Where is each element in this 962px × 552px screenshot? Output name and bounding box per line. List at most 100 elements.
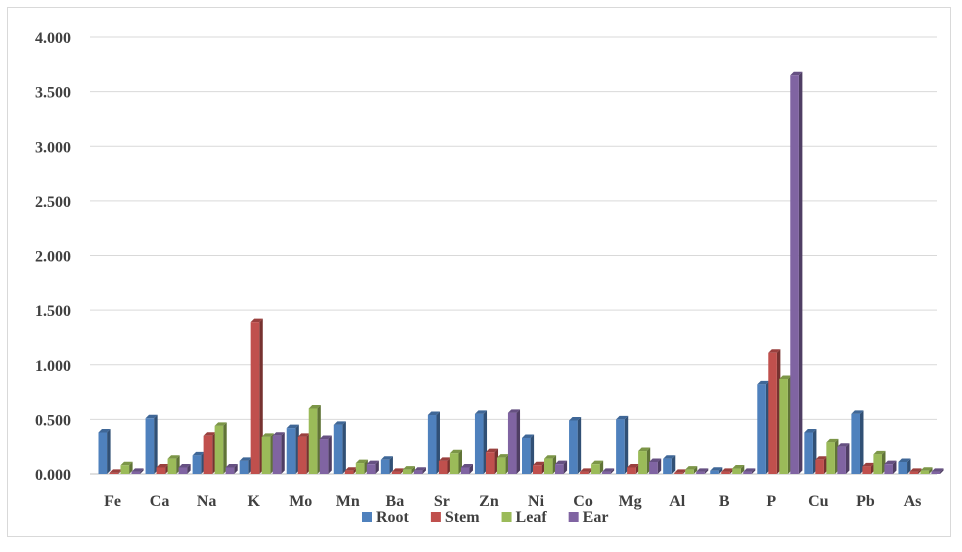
bar-front (732, 468, 741, 474)
bar-ear-sr (460, 463, 473, 474)
x-tick-label: Sr (434, 493, 450, 510)
bar-top (507, 409, 521, 413)
x-tick-label: Mn (336, 493, 360, 510)
bar-front (131, 471, 141, 474)
bar-front (308, 408, 318, 474)
bar-top (580, 468, 593, 472)
bar-ear-na (225, 463, 238, 474)
bar-top (743, 468, 756, 472)
bar-front (826, 442, 835, 474)
bar-front (156, 467, 166, 474)
bar-side (422, 467, 426, 474)
bar-stem-cu (815, 456, 828, 474)
bar-front (460, 467, 470, 474)
bar-stem-co (580, 468, 593, 474)
bar-stem-ca (156, 463, 169, 474)
bar-front (485, 452, 495, 474)
bar-stem-sr (438, 457, 451, 474)
bar-side (671, 455, 676, 474)
legend-label: Ear (583, 509, 609, 526)
y-tick-label: 3.000 (35, 139, 71, 156)
bar-side (140, 468, 144, 474)
bar-front (804, 432, 813, 474)
bar-front (721, 471, 730, 474)
bar-stem-as (909, 468, 922, 474)
bar-top (167, 455, 180, 459)
bar-side (859, 410, 864, 474)
bar-front (145, 418, 155, 474)
bar-top (391, 468, 404, 472)
bar-front (250, 322, 260, 474)
bar-leaf-p (779, 375, 792, 474)
bar-side (599, 460, 604, 474)
bar-top (804, 428, 817, 433)
bar-top (837, 443, 850, 447)
bar-top (685, 466, 698, 470)
bar-front (474, 413, 484, 474)
bar-side (624, 415, 629, 474)
bar-ear-ca (178, 463, 191, 474)
bar-front (239, 460, 249, 474)
bar-top (380, 456, 393, 460)
bar-leaf-fe (120, 461, 133, 474)
bar-side (718, 467, 723, 474)
bar-ear-mn (366, 460, 379, 474)
bar-top (544, 455, 557, 459)
x-tick-label: Al (669, 493, 686, 510)
bar-top (427, 411, 440, 416)
bar-leaf-al (685, 466, 698, 474)
bar-front (790, 75, 799, 475)
legend-item-stem: Stem (430, 509, 480, 526)
bar-side (918, 468, 922, 474)
bar-front (522, 437, 531, 474)
bar-front (602, 471, 611, 474)
bar-front (544, 458, 553, 474)
bar-leaf-ca (167, 455, 180, 474)
bar-leaf-pb (873, 450, 886, 474)
bar-top (109, 469, 122, 473)
bar-top (815, 456, 828, 460)
bar-leaf-ni (544, 455, 557, 474)
bar-front (297, 436, 307, 474)
x-tick-label: K (247, 493, 260, 510)
bar-top (225, 463, 238, 468)
bar-top (308, 404, 321, 409)
bar-front (851, 413, 860, 474)
x-tick-label: Mg (619, 493, 642, 510)
bar-side (234, 463, 238, 474)
bar-ear-as (931, 468, 944, 474)
bar-front (569, 420, 578, 474)
bar-top (768, 349, 781, 353)
bar-ear-mo (319, 435, 332, 474)
bar-ear-p (790, 71, 803, 475)
bar-leaf-ba (402, 466, 415, 474)
bar-top (826, 438, 839, 443)
bar-front (496, 457, 506, 474)
bar-front (663, 458, 672, 474)
bar-front (272, 435, 282, 474)
bar-top (145, 414, 158, 419)
bar-side (187, 463, 191, 474)
bar-top (250, 318, 263, 323)
bar-stem-pb (862, 462, 875, 474)
bar-front (674, 472, 683, 474)
bar-stem-zn (485, 448, 499, 474)
bar-front (898, 461, 908, 474)
x-tick-label: P (766, 493, 776, 510)
bar-top (203, 432, 216, 436)
bar-top (696, 468, 709, 472)
bar-side (693, 466, 698, 474)
x-tick-label: As (904, 493, 922, 510)
bar-top (873, 450, 886, 455)
bar-top (98, 428, 111, 433)
legend: Root Stem Leaf Ear (362, 509, 608, 526)
gridlines (90, 36, 937, 475)
legend-label: Root (376, 509, 410, 526)
legend-item-leaf: Leaf (501, 509, 547, 526)
bar-side (328, 435, 332, 474)
bar-stem-mo (297, 433, 310, 474)
y-tick-label: 2.500 (35, 194, 71, 211)
bar-top (522, 434, 535, 438)
bar-front (214, 425, 224, 474)
bar-top (721, 468, 734, 472)
